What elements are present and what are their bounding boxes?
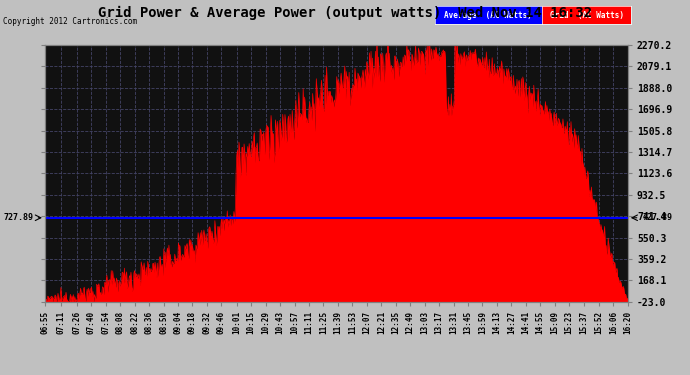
Text: 727.89: 727.89 [3, 213, 34, 222]
Text: Grid Power & Average Power (output watts)  Wed Nov 14 16:32: Grid Power & Average Power (output watts… [98, 6, 592, 20]
Text: 727.89: 727.89 [642, 213, 673, 222]
Text: Copyright 2012 Cartronics.com: Copyright 2012 Cartronics.com [3, 17, 137, 26]
Text: Average  (AC Watts): Average (AC Watts) [444, 11, 532, 20]
Text: Grid  (AC Watts): Grid (AC Watts) [549, 11, 624, 20]
